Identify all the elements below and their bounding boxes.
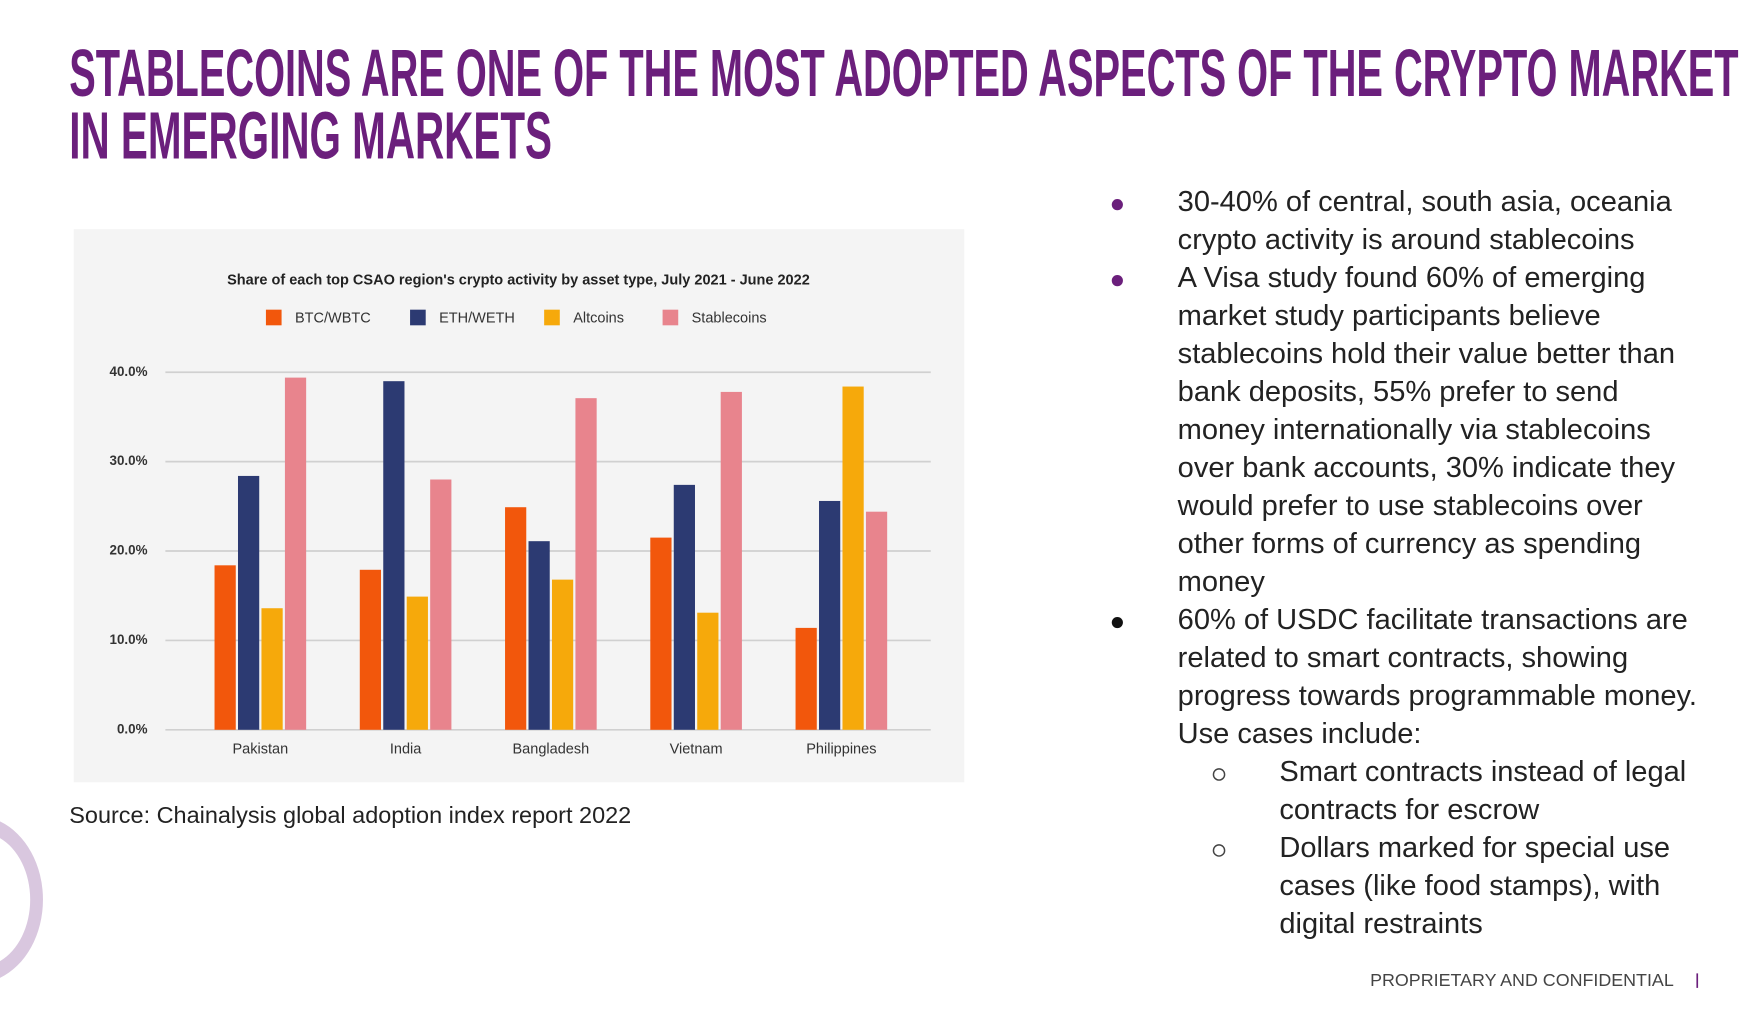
sub-bullet-text: Smart contracts instead of legal (1279, 756, 1686, 788)
y-tick-label: 40.0% (110, 364, 148, 379)
bullet-text: related to smart contracts, showing (1178, 642, 1628, 674)
bar (697, 612, 719, 730)
bullet-text: over bank accounts, 30% indicate they (1178, 452, 1676, 484)
sub-bullet-text: cases (like food stamps), with (1279, 870, 1660, 902)
bar (237, 475, 260, 730)
bullet-text: Use cases include: (1178, 718, 1422, 750)
sub-bullet-text: contracts for escrow (1279, 794, 1540, 826)
bullet-text: stablecoins hold their value better than (1178, 338, 1675, 370)
bar (261, 608, 283, 730)
bar (214, 565, 236, 730)
bar (551, 579, 574, 730)
bullet-marker (1111, 616, 1123, 629)
y-tick-label: 0.0% (117, 721, 148, 736)
legend-label: ETH/WETH (439, 310, 515, 326)
x-tick-label: Vietnam (670, 742, 723, 758)
bar (720, 391, 742, 730)
x-tick-label: India (390, 742, 422, 758)
bar (406, 596, 428, 730)
slide-title: IN EMERGING MARKETS (69, 99, 552, 174)
x-tick-label: Philippines (806, 742, 876, 758)
bar (284, 377, 307, 730)
bullet-text: progress towards programmable money. (1178, 680, 1697, 712)
y-tick-label: 10.0% (110, 632, 148, 647)
slide-title: STABLECOINS ARE ONE OF THE MOST ADOPTED … (69, 36, 1738, 111)
bar (795, 627, 817, 730)
bar (819, 500, 841, 730)
y-tick-label: 20.0% (110, 543, 148, 558)
legend-swatch (662, 309, 679, 326)
bar (575, 398, 597, 730)
bullet-text: money (1178, 566, 1266, 598)
legend-swatch (265, 309, 282, 326)
sub-bullet-text: Dollars marked for special use (1279, 832, 1670, 864)
source-note: Source: Chainalysis global adoption inde… (69, 802, 631, 828)
legend-label: BTC/WBTC (295, 310, 371, 326)
sub-bullet-marker (1212, 768, 1226, 781)
legend-swatch (410, 309, 426, 326)
legend-label: Altcoins (573, 310, 624, 326)
bar (842, 386, 864, 730)
bar (359, 569, 382, 730)
bullet-text: 60% of USDC facilitate transactions are (1178, 604, 1688, 636)
bar (383, 381, 405, 730)
sub-bullet-marker (1212, 844, 1226, 857)
bar (673, 484, 695, 730)
sub-bullet-text: digital restraints (1279, 908, 1482, 940)
bullet-marker (1111, 199, 1123, 211)
bullet-text: would prefer to use stablecoins over (1177, 490, 1643, 522)
legend-label: Stablecoins (692, 310, 767, 326)
bar (505, 507, 527, 730)
bullet-text: 30-40% of central, south asia, oceania (1178, 186, 1673, 218)
bar (430, 479, 452, 730)
legend-swatch (544, 309, 560, 326)
bar (650, 537, 672, 730)
bar (528, 541, 550, 730)
bullet-marker (1111, 275, 1123, 287)
x-tick-label: Bangladesh (513, 742, 590, 758)
y-tick-label: 30.0% (110, 453, 148, 468)
logo-fragment (0, 821, 43, 978)
x-tick-label: Pakistan (232, 742, 288, 758)
footer: PROPRIETARY AND CONFIDENTIAL (1370, 970, 1674, 990)
chart-title: Share of each top CSAO region's crypto a… (227, 272, 810, 288)
bullet-text: crypto activity is around stablecoins (1178, 224, 1635, 256)
bullet-text: money internationally via stablecoins (1178, 414, 1651, 446)
bullet-text: other forms of currency as spending (1178, 528, 1641, 560)
bullet-text: bank deposits, 55% prefer to send (1178, 376, 1619, 408)
bullet-text: A Visa study found 60% of emerging (1178, 262, 1646, 294)
bar (865, 511, 888, 730)
bullet-text: market study participants believe (1178, 300, 1601, 332)
